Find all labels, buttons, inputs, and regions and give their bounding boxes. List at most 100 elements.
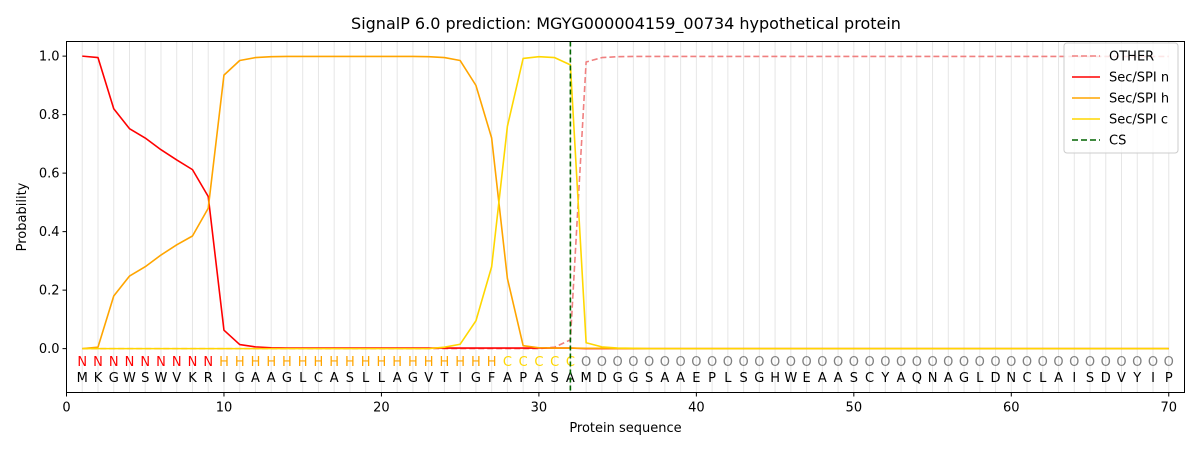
residue-letter: A xyxy=(267,371,276,386)
series-line-sec-spi-c xyxy=(82,55,1169,350)
x-tick-label: 20 xyxy=(373,401,390,416)
region-label: O xyxy=(723,355,733,370)
residue-letter: F xyxy=(488,371,495,386)
residue-letter: V xyxy=(172,371,181,386)
region-label: O xyxy=(1116,355,1126,370)
x-tick-label: 70 xyxy=(1160,401,1177,416)
residue-letter: Y xyxy=(880,371,889,386)
region-label: O xyxy=(675,355,685,370)
residue-letter: S xyxy=(141,371,149,386)
legend-entry: CS xyxy=(1109,134,1126,149)
residue-letter: Y xyxy=(1132,371,1141,386)
region-label: H xyxy=(345,355,355,370)
residue-letter: S xyxy=(850,371,858,386)
region-label: H xyxy=(235,355,245,370)
residue-letter: A xyxy=(834,371,843,386)
region-label: O xyxy=(975,355,985,370)
region-label: O xyxy=(943,355,953,370)
residue-letter: E xyxy=(802,371,810,386)
residue-letter: D xyxy=(1101,371,1111,386)
y-tick-label: 0.2 xyxy=(39,284,60,299)
residue-letter: R xyxy=(204,371,213,386)
residue-letter: G xyxy=(471,371,481,386)
residue-letter: V xyxy=(1117,371,1126,386)
residue-letter: S xyxy=(551,371,559,386)
region-label: O xyxy=(1022,355,1032,370)
residue-letter: C xyxy=(314,371,323,386)
sequence-annotation: NMNKNGNWNSNWNVNKNRHIHGHAHAHGHLHCHAHSHLHL… xyxy=(77,355,1174,386)
region-label: H xyxy=(392,355,402,370)
residue-letter: I xyxy=(1151,371,1155,386)
region-label: O xyxy=(1101,355,1111,370)
residue-letter: A xyxy=(944,371,953,386)
region-label: C xyxy=(550,355,559,370)
region-label: N xyxy=(156,355,166,370)
residue-letter: H xyxy=(770,371,780,386)
chart-title: SignalP 6.0 prediction: MGYG000004159_00… xyxy=(351,14,901,34)
x-tick-label: 0 xyxy=(62,401,70,416)
region-label: N xyxy=(109,355,119,370)
region-label: O xyxy=(1069,355,1079,370)
region-label: O xyxy=(1148,355,1158,370)
region-label: O xyxy=(959,355,969,370)
region-label: O xyxy=(1085,355,1095,370)
residue-letter: K xyxy=(188,371,197,386)
plot-frame xyxy=(66,41,1185,393)
region-label: O xyxy=(849,355,859,370)
region-label: O xyxy=(896,355,906,370)
x-axis-label: Protein sequence xyxy=(569,421,681,436)
region-label: N xyxy=(125,355,135,370)
residue-letter: P xyxy=(519,371,527,386)
region-label: N xyxy=(172,355,182,370)
residue-letter: A xyxy=(330,371,339,386)
region-label: O xyxy=(738,355,748,370)
residue-letter: S xyxy=(645,371,653,386)
residue-letter: L xyxy=(378,371,386,386)
region-label: O xyxy=(864,355,874,370)
region-label: O xyxy=(754,355,764,370)
x-axis-ticks: 0 10 20 30 40 50 60 70 xyxy=(62,392,1177,416)
residue-letter: G xyxy=(109,371,119,386)
region-label: O xyxy=(613,355,623,370)
residue-letter: E xyxy=(692,371,700,386)
residue-letter: A xyxy=(1054,371,1063,386)
residue-letter: P xyxy=(708,371,716,386)
region-label: H xyxy=(487,355,497,370)
region-label: H xyxy=(471,355,481,370)
residue-letter: M xyxy=(581,371,592,386)
region-label: N xyxy=(77,355,87,370)
region-label: O xyxy=(660,355,670,370)
residue-letter: N xyxy=(1006,371,1016,386)
residue-letter: A xyxy=(251,371,260,386)
region-label: C xyxy=(503,355,512,370)
region-label: O xyxy=(707,355,717,370)
legend-entry: Sec/SPI c xyxy=(1109,113,1168,128)
y-tick-label: 0.6 xyxy=(39,167,60,182)
y-tick-label: 0.0 xyxy=(39,342,60,357)
residue-letter: W xyxy=(155,371,168,386)
residue-letter: I xyxy=(222,371,226,386)
region-label: H xyxy=(408,355,418,370)
residue-letter: Q xyxy=(912,371,922,386)
residue-letter: G xyxy=(754,371,764,386)
region-label: H xyxy=(440,355,450,370)
y-tick-label: 0.8 xyxy=(39,108,60,123)
residue-letter: N xyxy=(928,371,938,386)
region-label: H xyxy=(219,355,229,370)
residue-letter: I xyxy=(458,371,462,386)
residue-letter: A xyxy=(818,371,827,386)
region-label: O xyxy=(1006,355,1016,370)
residue-letter: T xyxy=(439,371,448,386)
residue-letter: G xyxy=(628,371,638,386)
residue-letter: I xyxy=(1072,371,1076,386)
x-tick-label: 10 xyxy=(216,401,233,416)
region-label: H xyxy=(251,355,261,370)
residue-letter: L xyxy=(976,371,984,386)
region-label: O xyxy=(581,355,591,370)
residue-letter: C xyxy=(865,371,874,386)
legend-box xyxy=(1063,42,1179,154)
legend-entry: Sec/SPI h xyxy=(1109,92,1169,107)
residue-letter: A xyxy=(393,371,402,386)
grid-lines xyxy=(81,41,1170,393)
